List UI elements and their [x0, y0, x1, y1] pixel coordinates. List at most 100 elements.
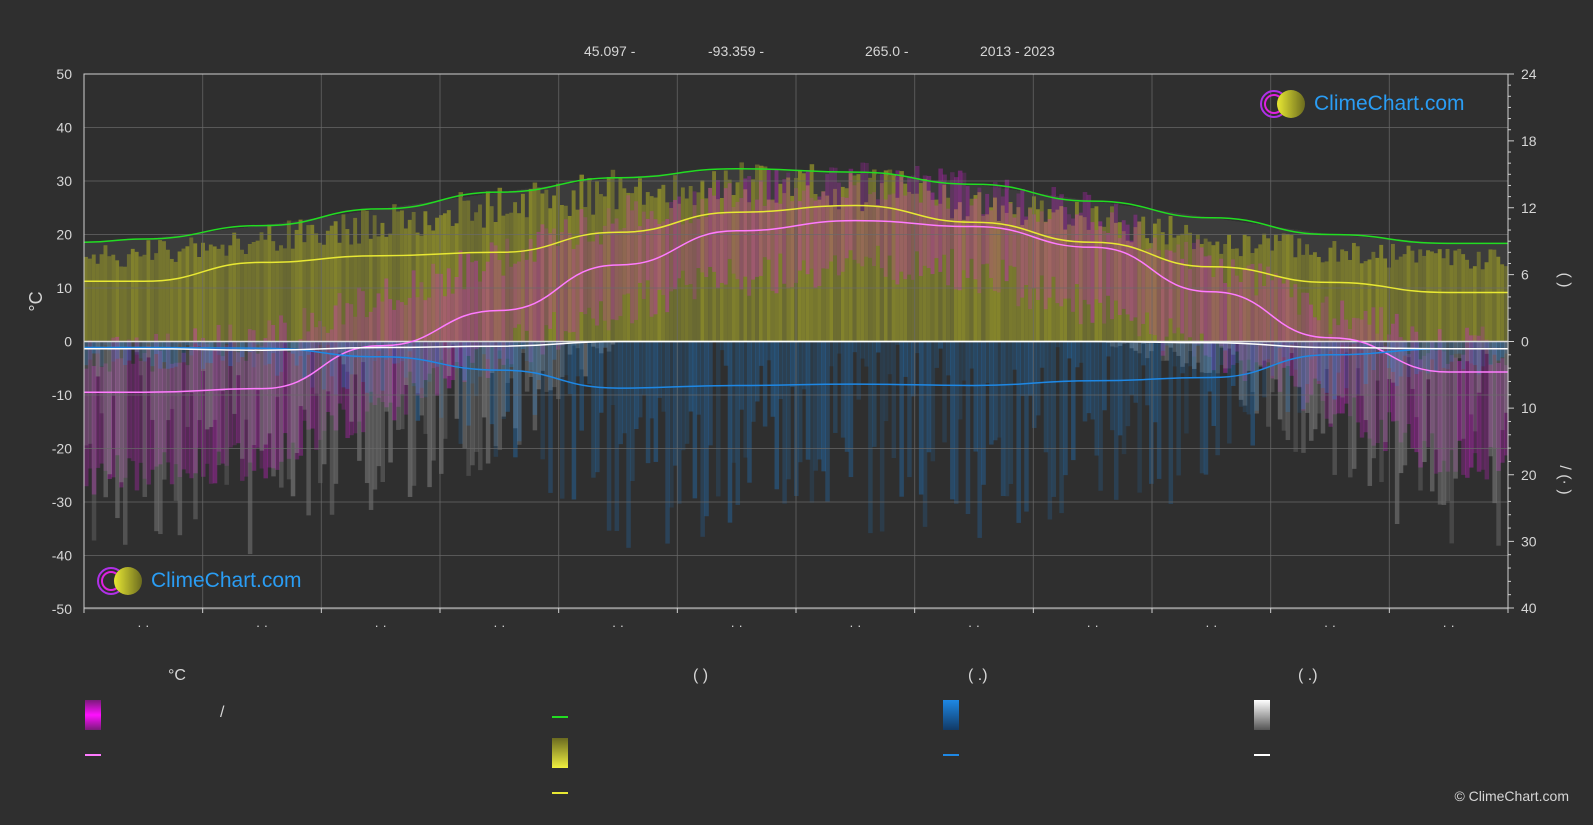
- temp-range-bar: [99, 367, 105, 464]
- climechart-logo-icon: [1260, 90, 1305, 118]
- sunshine-bar: [1086, 229, 1092, 342]
- temp-range-bar: [1293, 284, 1298, 387]
- snow-bar: [1320, 341, 1326, 434]
- sunshine-bar: [169, 258, 175, 342]
- sunshine-bar: [138, 256, 144, 342]
- temp-range-bar: [341, 324, 346, 410]
- temp-range-bar: [848, 168, 854, 251]
- sunshine-bar: [411, 211, 417, 342]
- sunshine-bar: [708, 187, 713, 342]
- sunshine-bar: [587, 177, 592, 342]
- rain-bar: [431, 341, 436, 364]
- temp-range-bar: [1468, 335, 1474, 468]
- logo-text: ClimeChart.com: [151, 569, 302, 592]
- snow-bar: [142, 341, 148, 497]
- logo-bottom[interactable]: ClimeChart.com: [95, 565, 302, 597]
- temp-range-bar: [903, 195, 908, 280]
- y-left-tick-label: -20: [52, 441, 72, 457]
- rain-bar: [372, 341, 378, 362]
- temp-range-bar: [1156, 250, 1162, 343]
- temp-range-bar: [1457, 361, 1462, 441]
- sunshine-bar: [1149, 243, 1154, 342]
- sunshine-bar: [950, 218, 955, 342]
- snow-bar: [119, 341, 124, 483]
- rain-bar: [1086, 341, 1092, 414]
- sunshine-bar: [224, 255, 229, 342]
- legend-snow-mean-swatch: [1254, 754, 1270, 756]
- rain-bar: [579, 341, 584, 431]
- sunshine-bar: [517, 213, 522, 342]
- snow-bar: [1309, 341, 1314, 441]
- temp-range-bar: [743, 178, 748, 277]
- rain-bar: [517, 341, 522, 442]
- sunshine-bar: [684, 198, 690, 342]
- sunshine-bar: [677, 203, 682, 342]
- snow-bar: [423, 341, 428, 434]
- snow-bar: [1223, 341, 1228, 369]
- snow-bar: [513, 341, 518, 429]
- rain-bar: [996, 341, 1002, 438]
- legend-snow-title: ( .): [1298, 667, 1318, 684]
- temp-range-bar: [333, 305, 339, 431]
- snow-bar: [520, 341, 526, 353]
- temp-range-bar: [411, 270, 417, 384]
- rain-bar: [407, 341, 413, 352]
- snow-bar: [493, 341, 499, 447]
- snow-bar: [517, 341, 522, 445]
- temp-range-bar: [587, 241, 592, 308]
- temp-range-bar: [548, 233, 553, 329]
- rain-bar: [544, 341, 549, 377]
- sunshine-bar: [918, 182, 924, 342]
- temp-range-bar: [677, 196, 682, 279]
- temp-range-bar: [314, 327, 319, 450]
- sunshine-bar: [833, 188, 838, 342]
- temp-range-bar: [1024, 216, 1029, 286]
- y-left-tick-label: 50: [56, 66, 72, 82]
- rain-bar: [1149, 341, 1154, 484]
- sunshine-bar: [509, 212, 514, 342]
- rain-bar: [993, 341, 998, 441]
- sunshine-bar: [236, 238, 241, 342]
- temp-range-bar: [1266, 266, 1271, 363]
- rain-bar: [513, 341, 518, 458]
- sunshine-bar: [1383, 258, 1388, 342]
- temp-range-bar: [934, 205, 939, 259]
- sunshine-bar: [1106, 217, 1111, 342]
- sunshine-bar: [1418, 249, 1423, 342]
- y-right-hours-tick-label: 0: [1521, 334, 1529, 350]
- sunshine-bar: [844, 188, 850, 342]
- temp-range-bar: [310, 312, 315, 429]
- snow-bar: [1293, 341, 1298, 452]
- temp-range-bar: [950, 172, 955, 249]
- rain-bar: [540, 341, 545, 460]
- rain-bar: [1305, 341, 1310, 385]
- sunshine-bar: [123, 266, 128, 342]
- sunshine-bar: [294, 229, 300, 342]
- temp-range-bar: [1390, 323, 1396, 422]
- sunshine-bar: [228, 245, 233, 342]
- rain-bar: [1234, 341, 1240, 364]
- rain-bar: [1102, 341, 1107, 411]
- sunshine-bar: [298, 219, 304, 342]
- sunshine-bar: [1055, 209, 1060, 342]
- temp-range-bar: [786, 172, 791, 289]
- temp-range-bar: [864, 162, 869, 257]
- sunshine-bar: [493, 221, 499, 342]
- sunshine-bar: [364, 210, 370, 342]
- sunshine-bar: [1266, 238, 1271, 342]
- rain-bar: [1406, 341, 1412, 378]
- sunshine-bar: [700, 180, 705, 342]
- rain-bar: [294, 341, 300, 366]
- rain-bar: [1355, 341, 1361, 395]
- logo-top[interactable]: ClimeChart.com: [1258, 88, 1465, 120]
- rain-bar: [903, 341, 908, 377]
- sunshine-bar: [790, 195, 795, 342]
- temp-range-bar: [271, 325, 276, 469]
- y-right-mm-axis-label: / (· ): [1556, 465, 1573, 494]
- temp-range-bar: [1246, 265, 1252, 360]
- sunshine-bar: [1039, 200, 1045, 342]
- temp-range-bar: [119, 358, 124, 488]
- snow-bar: [384, 341, 389, 412]
- legend-temp-range-swatch: [85, 700, 101, 730]
